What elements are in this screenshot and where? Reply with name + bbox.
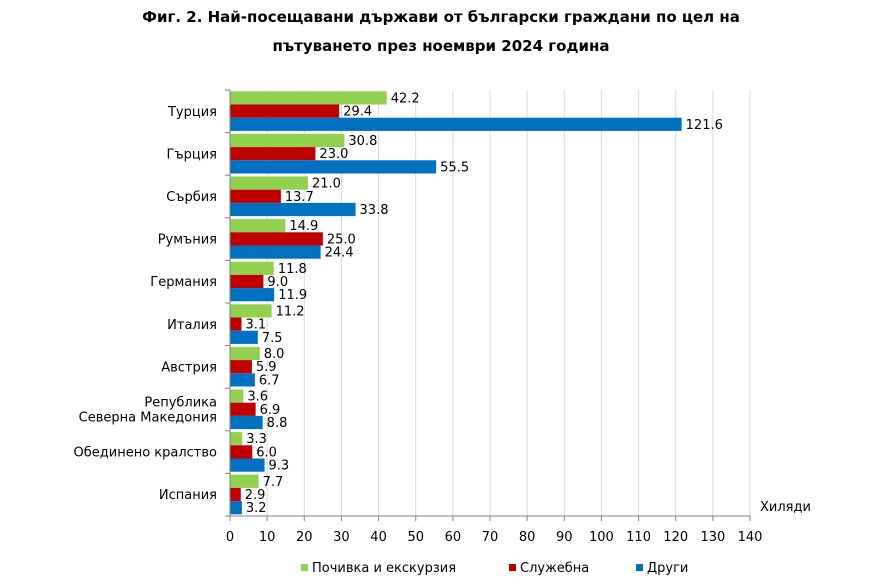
data-label: 30.8: [348, 134, 377, 149]
data-label: 121.6: [686, 118, 723, 133]
x-tick-label: 80: [519, 530, 536, 545]
data-label: 24.4: [325, 246, 354, 261]
chart-title-line-2: пътуването през ноември 2024 година: [272, 37, 610, 55]
x-tick-label: 0: [226, 530, 234, 545]
bar-1-9: [230, 487, 241, 502]
category-label: Испания: [159, 488, 217, 503]
data-label: 33.8: [360, 203, 389, 218]
bar-1-4: [230, 274, 264, 289]
bar-0-0: [230, 91, 387, 105]
category-label: Румъния: [158, 233, 217, 248]
chart-title-line-1: Фиг. 2. Най-посещавани държави от българ…: [142, 8, 740, 26]
data-label: 3.1: [246, 318, 267, 333]
legend-swatch-1: [509, 564, 516, 571]
category-label: Италия: [167, 318, 217, 333]
x-tick-label: 90: [556, 530, 573, 545]
bar-2-5: [230, 330, 258, 344]
data-label: 11.8: [278, 262, 307, 277]
data-label: 5.9: [256, 360, 277, 375]
data-label: 8.8: [267, 416, 288, 431]
bar-1-8: [230, 445, 253, 459]
bar-1-5: [230, 317, 242, 331]
bar-1-2: [230, 189, 281, 203]
legend-label: Служебна: [520, 561, 589, 576]
data-label: 23.0: [319, 147, 348, 162]
data-label: 11.9: [278, 288, 307, 303]
data-label: 11.2: [276, 304, 305, 319]
data-label: 2.9: [245, 488, 266, 503]
bar-0-1: [230, 133, 345, 148]
bar-0-4: [230, 261, 274, 275]
category-label: Северна Македония: [79, 411, 217, 426]
bar-0-2: [230, 176, 308, 190]
bar-1-3: [230, 232, 323, 246]
data-label: 13.7: [285, 190, 314, 205]
bar-0-9: [230, 474, 259, 488]
x-tick-label: 40: [370, 530, 387, 545]
data-label: 8.0: [264, 347, 285, 362]
category-label: Турция: [167, 105, 217, 120]
data-label: 42.2: [391, 91, 420, 106]
data-label: 3.6: [247, 390, 268, 405]
bar-1-1: [230, 147, 316, 161]
bar-0-6: [230, 346, 260, 361]
x-tick-label: 50: [407, 530, 424, 545]
data-label: 7.7: [263, 475, 284, 490]
x-tick-label: 140: [738, 530, 763, 545]
data-label: 9.0: [267, 275, 288, 290]
x-axis-unit-label: Хиляди: [760, 500, 811, 515]
x-tick-label: 70: [482, 530, 499, 545]
bar-1-7: [230, 402, 256, 416]
bar-1-6: [230, 360, 252, 374]
data-label: 6.0: [256, 445, 277, 460]
data-label: 3.3: [246, 432, 267, 447]
bar-2-7: [230, 415, 263, 430]
category-label: Гърция: [167, 147, 217, 162]
x-tick-label: 130: [700, 530, 725, 545]
bar-2-1: [230, 160, 437, 174]
bar-0-8: [230, 432, 243, 446]
data-label: 21.0: [312, 177, 341, 192]
data-label: 25.0: [327, 232, 356, 247]
x-tick-label: 120: [663, 530, 688, 545]
bar-2-4: [230, 288, 275, 302]
x-tick-label: 110: [626, 530, 651, 545]
legend-label: Почивка и екскурзия: [312, 561, 456, 576]
category-label: Обединено кралство: [74, 446, 218, 461]
category-label: Австрия: [161, 360, 217, 375]
bar-1-0: [230, 104, 340, 118]
bar-2-2: [230, 202, 356, 217]
bar-2-3: [230, 245, 321, 259]
legend-label: Други: [647, 561, 688, 576]
data-label: 9.3: [269, 459, 290, 474]
bar-2-0: [230, 117, 682, 131]
bar-2-8: [230, 458, 265, 472]
x-tick-label: 30: [333, 530, 350, 545]
category-label: Република: [144, 396, 217, 411]
data-label: 6.7: [259, 373, 280, 388]
data-label: 6.9: [260, 403, 281, 418]
data-label: 14.9: [289, 219, 318, 234]
x-tick-label: 100: [589, 530, 614, 545]
data-label: 3.2: [246, 501, 267, 516]
data-label: 55.5: [440, 160, 469, 175]
legend-swatch-2: [636, 564, 643, 571]
data-label: 29.4: [343, 105, 372, 120]
x-tick-label: 60: [445, 530, 462, 545]
bar-0-5: [230, 304, 272, 318]
legend-swatch-0: [301, 564, 308, 571]
x-tick-label: 10: [259, 530, 276, 545]
category-label: Германия: [150, 275, 217, 290]
x-tick-label: 20: [296, 530, 313, 545]
category-label: Сърбия: [166, 190, 217, 205]
data-label: 7.5: [262, 331, 283, 346]
bar-2-6: [230, 373, 255, 387]
bar-0-3: [230, 219, 286, 233]
bar-0-7: [230, 389, 244, 403]
bar-2-9: [230, 501, 242, 515]
